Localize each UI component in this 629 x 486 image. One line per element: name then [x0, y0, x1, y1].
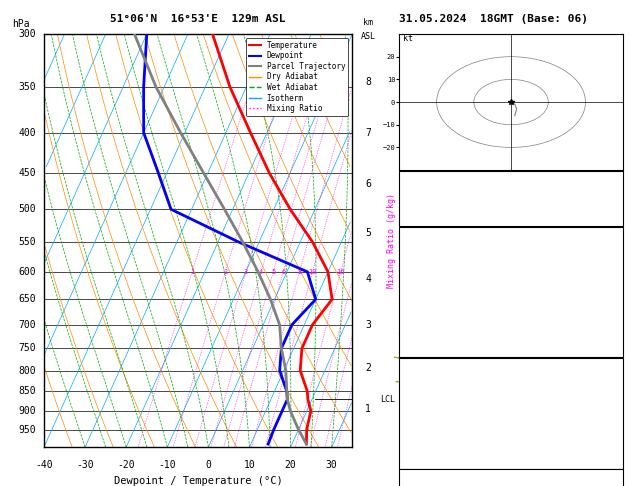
Text: 300: 300 [19, 29, 36, 39]
Text: Dewpoint / Temperature (°C): Dewpoint / Temperature (°C) [114, 476, 282, 486]
Text: 850: 850 [19, 386, 36, 397]
Text: © weatheronline.co.uk: © weatheronline.co.uk [459, 457, 564, 466]
Text: Hodograph: Hodograph [484, 474, 538, 484]
Text: 4: 4 [259, 269, 264, 275]
Text: θₑ(K): θₑ(K) [404, 287, 434, 297]
Text: -3: -3 [608, 306, 620, 315]
Text: PW (cm): PW (cm) [404, 212, 445, 222]
Text: Surface: Surface [491, 232, 532, 242]
Text: 550: 550 [19, 237, 36, 247]
Text: 327: 327 [602, 287, 620, 297]
Text: Lifted Index: Lifted Index [404, 306, 475, 315]
Text: CIN (J): CIN (J) [404, 454, 445, 464]
Text: 3: 3 [365, 320, 371, 330]
Text: CAPE (J): CAPE (J) [404, 436, 452, 446]
Text: 949: 949 [602, 324, 620, 334]
Text: -3: -3 [608, 417, 620, 427]
Text: 3: 3 [244, 269, 248, 275]
Text: 400: 400 [19, 128, 36, 138]
Text: 16: 16 [337, 269, 345, 275]
Text: 1: 1 [365, 404, 371, 414]
Text: 950: 950 [19, 424, 36, 434]
Text: 800: 800 [19, 365, 36, 376]
Text: 650: 650 [19, 295, 36, 304]
Text: ASL: ASL [360, 32, 376, 41]
Text: -10: -10 [159, 460, 176, 469]
Text: 51: 51 [608, 194, 620, 204]
Text: 700: 700 [19, 320, 36, 330]
Text: 0: 0 [206, 460, 211, 469]
Text: 51°06'N  16°53'E  129m ASL: 51°06'N 16°53'E 129m ASL [110, 14, 286, 24]
Text: 0: 0 [614, 454, 620, 464]
Text: Most Unstable: Most Unstable [473, 362, 549, 372]
Text: 6: 6 [281, 269, 286, 275]
Text: 14.2: 14.2 [596, 269, 620, 278]
Text: 750: 750 [19, 344, 36, 353]
Text: 20: 20 [285, 460, 296, 469]
Text: LCL: LCL [381, 395, 396, 404]
Text: -40: -40 [35, 460, 53, 469]
Text: CIN (J): CIN (J) [404, 343, 445, 352]
Text: 30: 30 [326, 460, 338, 469]
Text: 8: 8 [365, 77, 371, 87]
Text: hPa: hPa [13, 19, 30, 29]
Legend: Temperature, Dewpoint, Parcel Trajectory, Dry Adiabat, Wet Adiabat, Isotherm, Mi: Temperature, Dewpoint, Parcel Trajectory… [246, 38, 348, 116]
Text: km: km [363, 17, 373, 27]
Text: 1: 1 [190, 269, 194, 275]
Text: 5: 5 [271, 269, 276, 275]
Text: 2: 2 [223, 269, 228, 275]
Text: 23.5: 23.5 [596, 250, 620, 260]
Text: 991: 991 [602, 381, 620, 390]
Text: -30: -30 [76, 460, 94, 469]
Text: 2: 2 [365, 364, 371, 373]
Text: 4: 4 [365, 274, 371, 284]
Text: 31.05.2024  18GMT (Base: 06): 31.05.2024 18GMT (Base: 06) [399, 14, 588, 24]
Text: 949: 949 [602, 436, 620, 446]
Text: Totals Totals: Totals Totals [404, 194, 481, 204]
Text: 2.83: 2.83 [596, 212, 620, 222]
Text: 450: 450 [19, 168, 36, 178]
Text: θₑ (K): θₑ (K) [404, 399, 440, 409]
Text: Pressure (mb): Pressure (mb) [404, 381, 481, 390]
Text: 8: 8 [298, 269, 302, 275]
Text: 10: 10 [243, 460, 255, 469]
Text: Mixing Ratio (g/kg): Mixing Ratio (g/kg) [387, 193, 396, 288]
Text: Lifted Index: Lifted Index [404, 417, 475, 427]
Text: CAPE (J): CAPE (J) [404, 324, 452, 334]
Text: 5: 5 [365, 227, 371, 238]
Text: 900: 900 [19, 406, 36, 416]
Text: 500: 500 [19, 204, 36, 214]
Text: 10: 10 [308, 269, 316, 275]
Text: -20: -20 [118, 460, 135, 469]
Text: 33: 33 [608, 175, 620, 185]
Text: 327: 327 [602, 399, 620, 409]
Text: 6: 6 [365, 179, 371, 190]
Text: 0: 0 [614, 343, 620, 352]
Text: 600: 600 [19, 267, 36, 277]
Text: 350: 350 [19, 82, 36, 92]
Text: kt: kt [403, 34, 413, 43]
Text: K: K [404, 175, 410, 185]
Text: 7: 7 [365, 128, 371, 138]
Text: Dewp (°C): Dewp (°C) [404, 269, 457, 278]
Text: Temp (°C): Temp (°C) [404, 250, 457, 260]
